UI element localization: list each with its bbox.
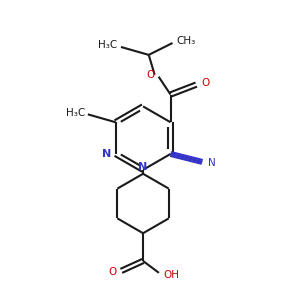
Text: N: N <box>102 149 112 159</box>
Text: O: O <box>201 78 209 88</box>
Text: O: O <box>146 70 155 80</box>
Text: H₃C: H₃C <box>66 108 85 118</box>
Text: N: N <box>208 158 216 168</box>
Text: O: O <box>108 267 116 277</box>
Text: CH₃: CH₃ <box>176 36 196 46</box>
Text: OH: OH <box>164 270 180 280</box>
Text: H₃C: H₃C <box>98 40 117 50</box>
Text: N: N <box>138 162 148 172</box>
